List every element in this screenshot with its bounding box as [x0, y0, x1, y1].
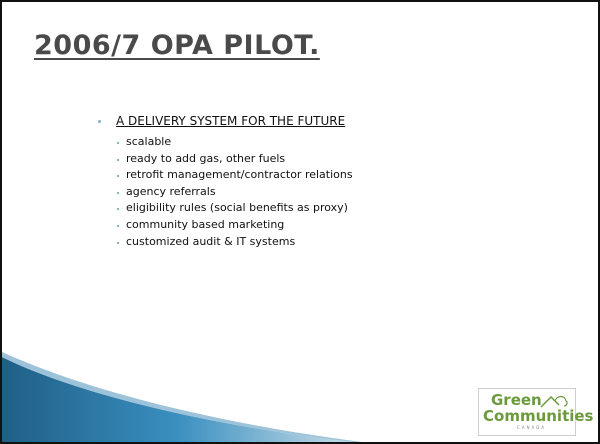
logo-text: Communities	[483, 407, 594, 425]
bullet-item: retrofit management/contractor relations	[116, 167, 353, 184]
logo-subtext: CANADA	[517, 425, 547, 430]
logo-icon	[540, 395, 568, 408]
bullet-item: community based marketing	[116, 217, 353, 234]
bullet-item: customized audit & IT systems	[116, 234, 353, 251]
bullet-item: eligibility rules (social benefits as pr…	[116, 200, 353, 217]
bullet-item: agency referrals	[116, 184, 353, 201]
bullet-list: scalable ready to add gas, other fuels ret…	[116, 134, 353, 250]
bullet	[98, 120, 101, 123]
slide-title: 2006/7 OPA PILOT.	[34, 30, 320, 61]
section-heading: A DELIVERY SYSTEM FOR THE FUTURE	[116, 114, 346, 128]
bullet-item: scalable	[116, 134, 353, 151]
logo-text: Green	[491, 391, 542, 409]
logo: Green Communities CANADA	[478, 388, 594, 436]
bullet-item: ready to add gas, other fuels	[116, 151, 353, 168]
